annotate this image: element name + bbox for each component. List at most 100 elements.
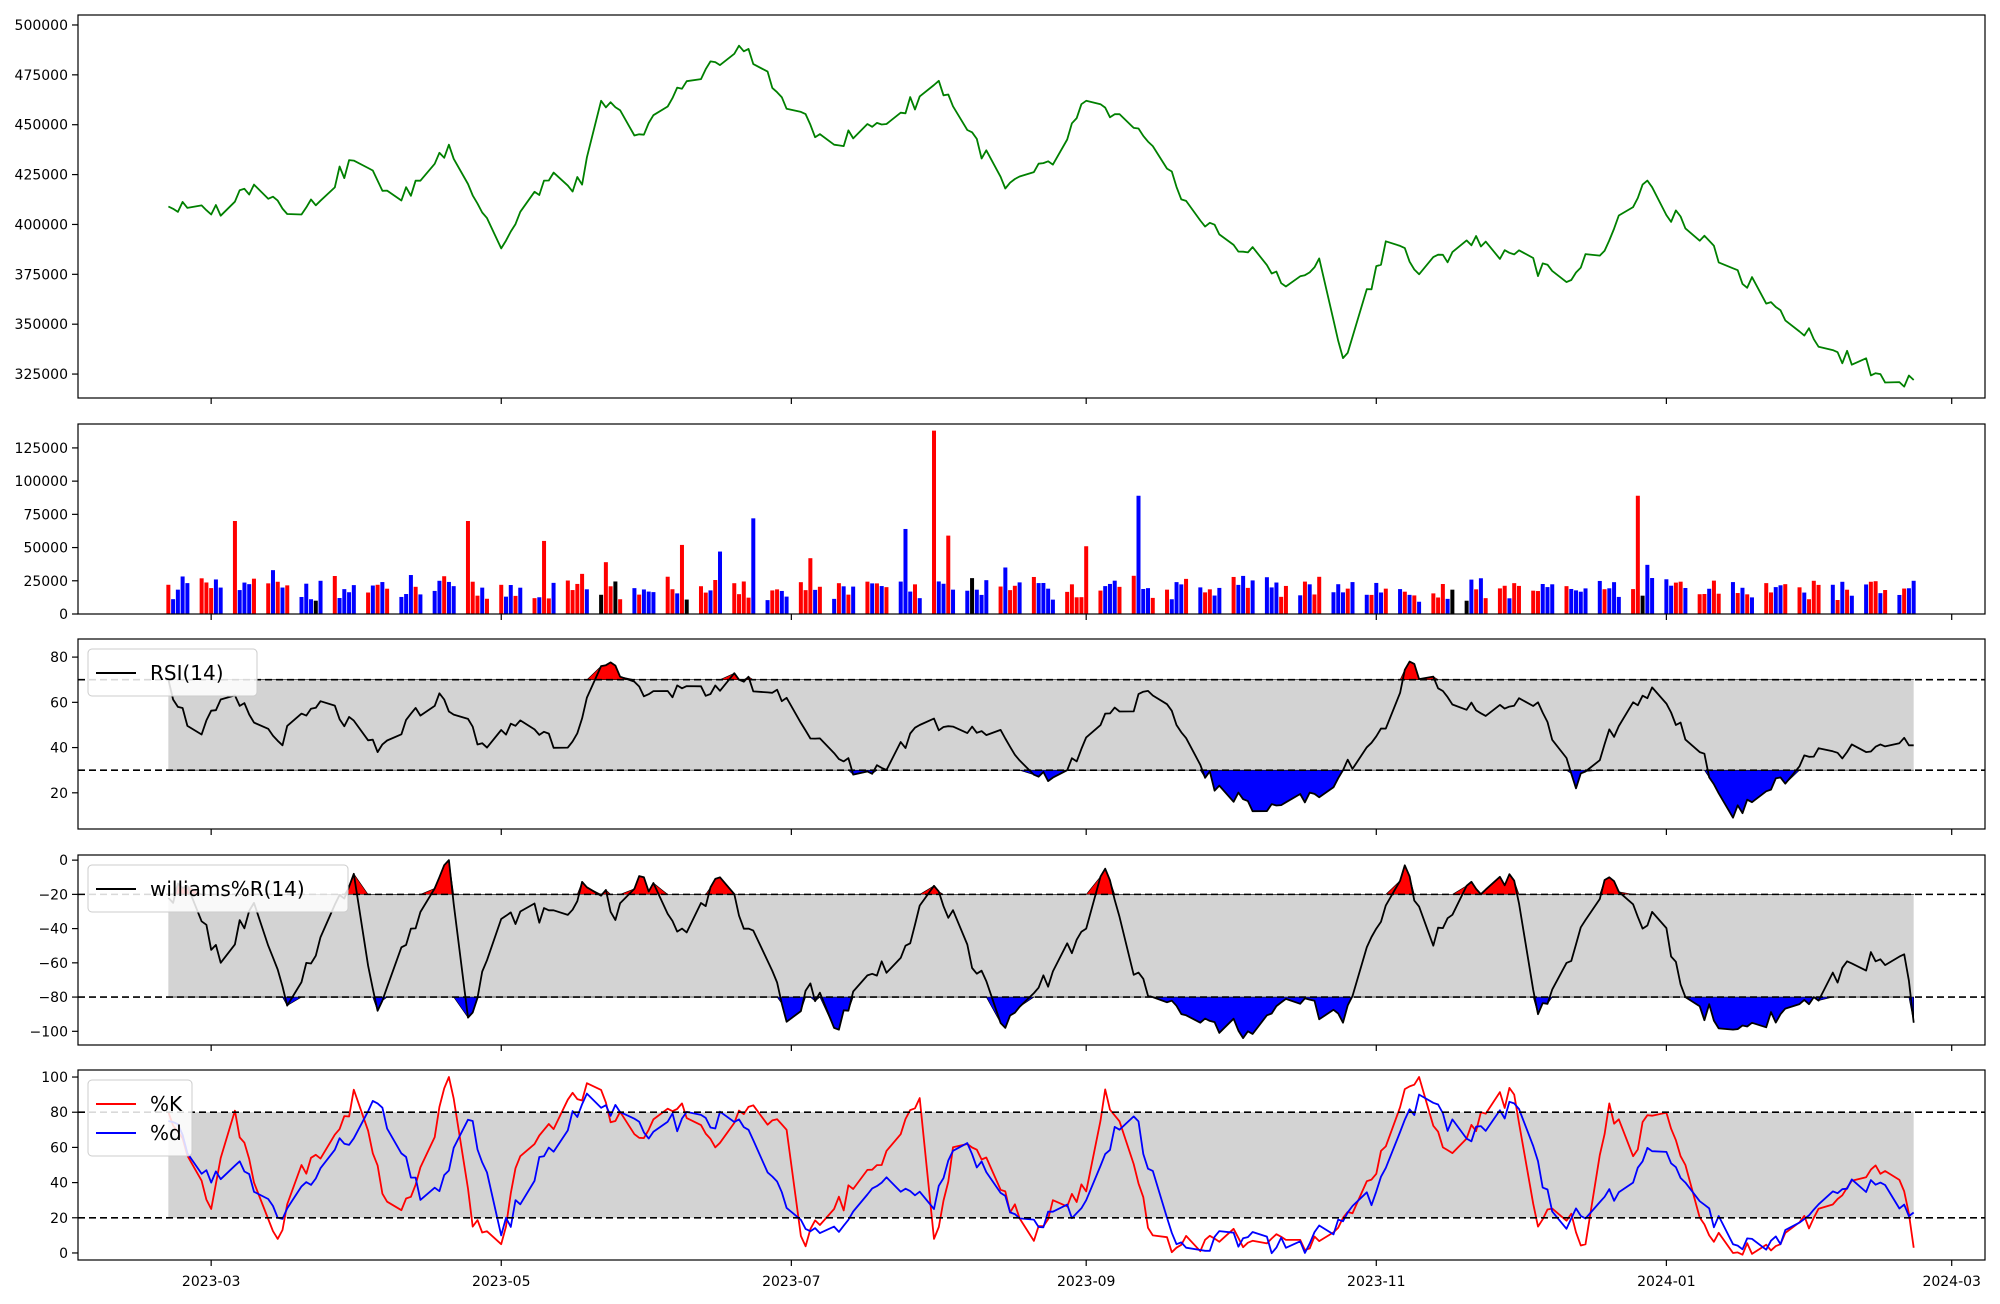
volume-bar — [432, 590, 437, 614]
volume-bar — [1540, 583, 1545, 614]
rsi-ytick-label: 40 — [50, 741, 68, 757]
volume-bar — [332, 576, 337, 614]
volume-bar — [870, 583, 875, 614]
volume-bar — [437, 580, 442, 614]
volume-ytick-label: 25000 — [23, 574, 68, 590]
stochastic-ytick-label: 60 — [50, 1140, 68, 1156]
volume-bar — [608, 586, 613, 614]
volume-bar — [1298, 595, 1303, 614]
volume-bar — [898, 581, 903, 614]
volume-bar — [1569, 588, 1574, 614]
volume-bar — [817, 586, 822, 614]
volume-bar — [1464, 600, 1469, 614]
volume-bar — [941, 583, 946, 614]
stochastic-ytick-label: 80 — [50, 1105, 68, 1121]
volume-bar — [551, 582, 556, 614]
volume-bar — [770, 590, 775, 614]
volume-bar — [1017, 582, 1022, 614]
volume-bar — [199, 578, 204, 614]
volume-bar — [1673, 582, 1678, 614]
volume-bar — [542, 540, 547, 614]
volume-bar — [637, 594, 642, 614]
volume-bar — [1412, 595, 1417, 614]
volume-bar — [836, 583, 841, 614]
volume-bar — [1911, 580, 1916, 614]
volume-bar — [166, 584, 171, 614]
volume-bar — [1150, 597, 1155, 614]
volume-bar — [508, 585, 513, 614]
volume-bar — [1069, 584, 1074, 614]
volume-bar — [275, 581, 280, 614]
volume-bar — [1146, 588, 1151, 614]
volume-bar — [175, 589, 180, 614]
volume-bar — [1535, 591, 1540, 614]
volume-bar — [537, 597, 542, 614]
volume-bar — [808, 558, 813, 614]
stochastic-line--k — [167, 1076, 1915, 1256]
volume-bar — [499, 584, 504, 614]
volume-bar — [513, 595, 518, 614]
volume-bar — [1878, 593, 1883, 614]
volume-bar — [1431, 593, 1436, 614]
volume-bar — [803, 590, 808, 614]
volume-bar — [603, 562, 608, 614]
volume-bar — [565, 580, 570, 614]
volume-bar — [1036, 583, 1041, 614]
volume-bar — [1436, 597, 1441, 614]
rsi-legend: RSI(14) — [87, 648, 258, 697]
williams-ytick-label: 0 — [59, 853, 68, 869]
volume-bar — [180, 576, 185, 614]
volume-bar — [1031, 576, 1036, 614]
volume-bar — [1374, 582, 1379, 614]
volume-bar — [1398, 589, 1403, 614]
volume-bar — [798, 582, 803, 614]
xtick-label: 2024-01 — [1637, 1274, 1696, 1290]
volume-bar — [1169, 599, 1174, 614]
volume-bar — [932, 430, 937, 614]
williams-legend-label: williams%R(14) — [150, 877, 305, 901]
volume-bar — [846, 594, 851, 614]
volume-bar — [1897, 594, 1902, 614]
volume-bar — [1483, 598, 1488, 614]
volume-bar — [1107, 583, 1112, 614]
volume-bar — [1783, 584, 1788, 614]
volume-bar — [979, 594, 984, 614]
volume-bar — [1474, 589, 1479, 614]
volume-bar — [670, 589, 675, 614]
volume-bar — [1868, 581, 1873, 614]
volume-bar — [874, 583, 879, 614]
volume-bar — [280, 587, 285, 614]
volume-bar — [1065, 591, 1070, 614]
volume-bar — [908, 591, 913, 614]
volume-bar — [1745, 594, 1750, 614]
x-axis: 2023-03 2023-05 2023-07 2023-09 2023-11 2024-… — [182, 1274, 1981, 1290]
rsi-plot-area — [78, 660, 1985, 819]
volume-bar — [1830, 584, 1835, 614]
volume-bar — [370, 585, 375, 614]
volume-bar — [1735, 593, 1740, 614]
volume-bar — [1331, 592, 1336, 614]
volume-bar — [1711, 580, 1716, 614]
volume-bar — [1165, 589, 1170, 614]
volume-bar — [351, 585, 356, 614]
volume-bar — [1640, 595, 1645, 614]
volume-bar — [446, 581, 451, 614]
volume-bar — [1512, 583, 1517, 614]
volume-bar — [1802, 592, 1807, 614]
volume-bar — [675, 593, 680, 614]
volume-bar — [185, 583, 190, 614]
volume-bar — [1364, 594, 1369, 614]
volume-bar — [1545, 587, 1550, 614]
price-ytick-label: 425000 — [15, 168, 68, 184]
volume-bar — [1241, 575, 1246, 614]
rsi-ytick-label: 20 — [50, 786, 68, 802]
stochastic-legend-label: %K — [150, 1092, 183, 1116]
volume-bar — [1707, 588, 1712, 614]
volume-bar — [984, 580, 989, 614]
volume-bar — [1274, 582, 1279, 614]
price-ytick-label: 375000 — [15, 267, 68, 283]
volume-bar — [1117, 586, 1122, 614]
volume-bar — [1136, 495, 1141, 614]
volume-bar — [1906, 588, 1911, 614]
